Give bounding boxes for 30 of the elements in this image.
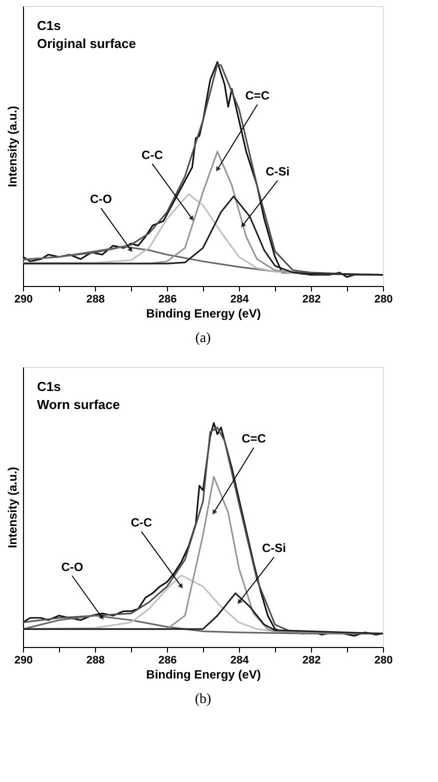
x-axis-title: Binding Energy (eV) — [146, 668, 261, 682]
x-tick-label: 284 — [230, 294, 250, 306]
x-tick-label: 282 — [302, 294, 321, 306]
text: (a) — [195, 331, 212, 346]
x-tick-label: 286 — [158, 654, 177, 666]
annotation: C-C — [130, 516, 152, 530]
x-tick-label: 288 — [86, 294, 105, 306]
annotation: C-O — [90, 192, 112, 206]
x-tick-label: 290 — [14, 294, 33, 306]
annotation: C=C — [245, 88, 270, 103]
chart-subtitle: Worn surface — [37, 397, 120, 412]
annotation: C=C — [242, 432, 266, 446]
x-axis-title: Binding Energy (eV) — [146, 306, 261, 320]
chart-title: C1s — [37, 379, 61, 394]
y-axis-title: Intensity (a.u.) — [6, 466, 20, 548]
chart-title: C1s — [37, 18, 61, 33]
annotation: C-Si — [262, 541, 286, 556]
x-tick-label: 282 — [302, 654, 321, 666]
text: (b) — [194, 692, 212, 707]
chart-subtitle: Original surface — [37, 36, 136, 51]
x-tick-label: 280 — [374, 654, 393, 666]
annotation: C-C — [142, 148, 164, 162]
x-tick-label: 280 — [374, 294, 393, 306]
annotation: C-O — [61, 560, 84, 574]
annotation: C-Si — [266, 164, 290, 179]
x-tick-label: 290 — [14, 654, 33, 666]
x-tick-label: 286 — [158, 294, 177, 306]
x-tick-label: 288 — [86, 654, 105, 666]
x-tick-label: 284 — [230, 654, 250, 666]
y-axis-title: Intensity (a.u.) — [6, 106, 20, 188]
